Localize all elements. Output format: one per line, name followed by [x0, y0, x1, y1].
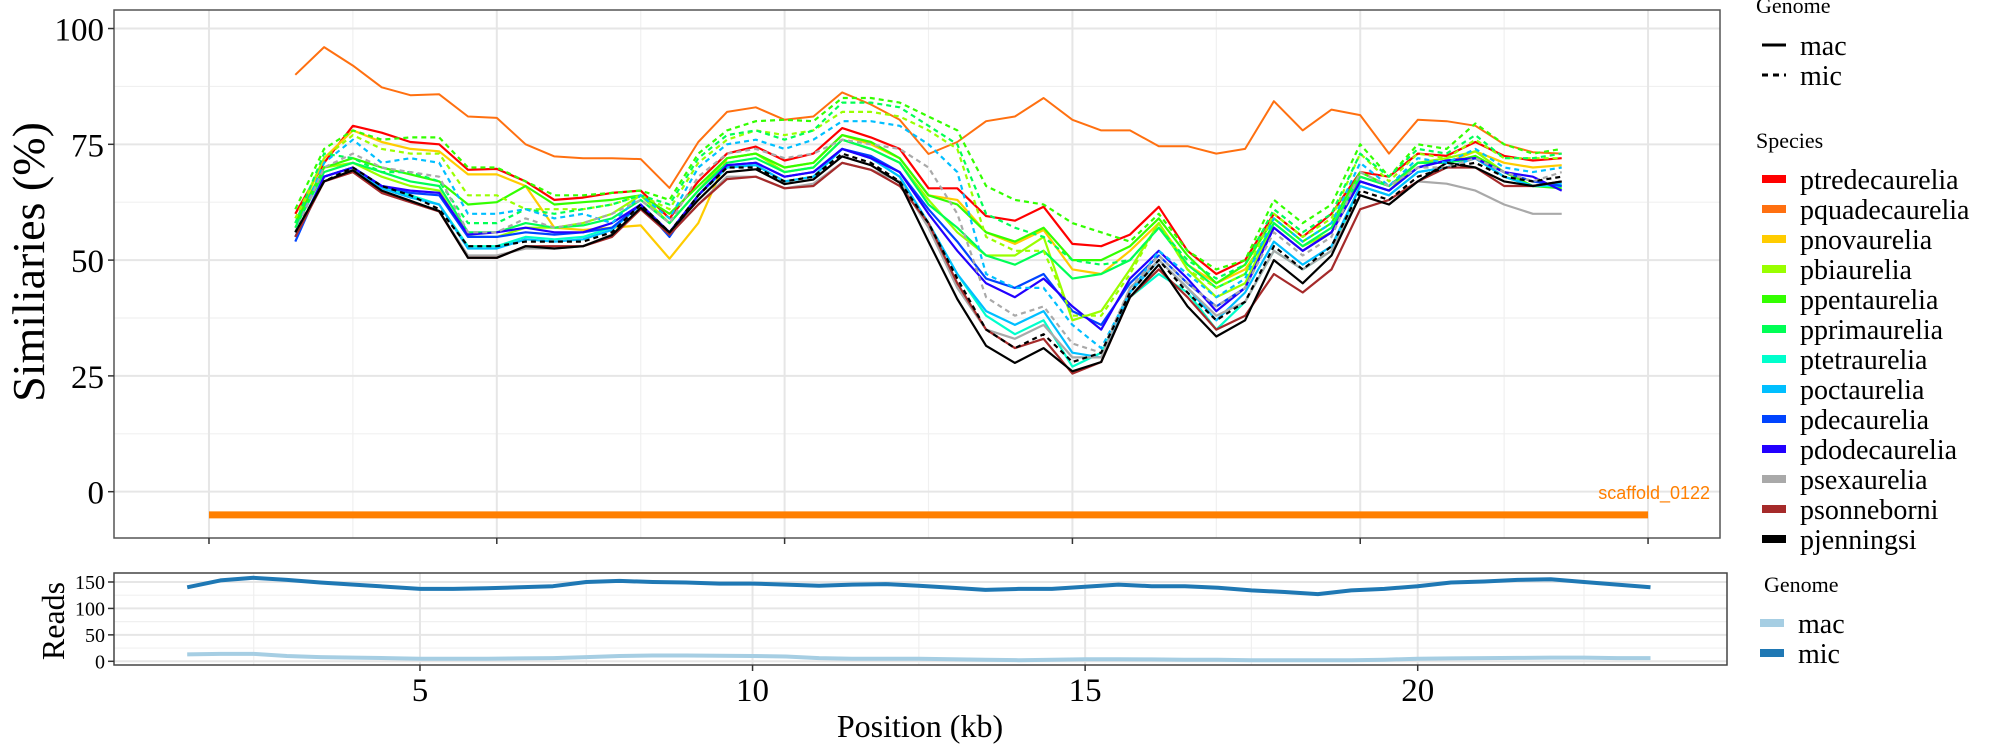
- legend-label-psonneborni: psonneborni: [1800, 495, 1939, 526]
- legend-label-pnovaurelia: pnovaurelia: [1800, 225, 1933, 256]
- legend-swatch-reads-mac: [1760, 619, 1784, 627]
- legend-label-mic: mic: [1800, 61, 1842, 92]
- legend-title-species: Species: [1756, 128, 1823, 153]
- series-line-pbiaurelia-mic: [294, 110, 1562, 317]
- legend-swatch-pbiaurelia: [1762, 265, 1786, 273]
- legend-label-psexaurelia: psexaurelia: [1800, 465, 1928, 496]
- y-tick-label: 50: [71, 244, 104, 280]
- legend-label-pdecaurelia: pdecaurelia: [1800, 405, 1930, 436]
- legend-swatch-poctaurelia: [1762, 385, 1786, 393]
- similarity-panel: scaffold_0122 0 25 50 75 100: [55, 9, 1721, 544]
- reads-line-mac: [187, 651, 1651, 663]
- legend-label-mac: mac: [1800, 31, 1847, 62]
- legend-swatch-pdodecaurelia: [1762, 445, 1786, 453]
- legend-title-genome-reads: Genome: [1764, 572, 1839, 597]
- similarity-panel-border: [113, 9, 1721, 539]
- legend-label-pbiaurelia: pbiaurelia: [1800, 255, 1913, 286]
- x-tick-label: 20: [1401, 673, 1434, 709]
- legend-swatch-pnovaurelia: [1762, 235, 1786, 243]
- legend-swatch-psexaurelia: [1762, 475, 1786, 483]
- y-tick-label: 150: [75, 572, 105, 594]
- y-axis-title-reads: Reads: [35, 582, 71, 660]
- reads-panel-border: [113, 572, 1728, 666]
- x-axis-title: Position (kb): [837, 708, 1003, 744]
- legend-label-poctaurelia: poctaurelia: [1800, 375, 1925, 406]
- similarity-panel-background: [114, 10, 1720, 538]
- y-tick-label: 50: [85, 625, 105, 647]
- x-tick-label: 10: [736, 673, 769, 709]
- series-line-poctaurelia-mic: [294, 120, 1562, 350]
- legend-label-reads-mic: mic: [1798, 639, 1840, 670]
- y-tick-label: 100: [75, 598, 105, 620]
- reads-panel: 0 50 100 150 5 10 15 20: [75, 572, 1728, 709]
- legends: GenomemacmicSpeciesptredecaureliapquadec…: [1756, 0, 1970, 670]
- legend-label-ptredecaurelia: ptredecaurelia: [1800, 165, 1959, 196]
- legend-label-ppentaurelia: ppentaurelia: [1800, 285, 1939, 316]
- legend-label-pquadecaurelia: pquadecaurelia: [1800, 195, 1970, 226]
- reads-line-mic: [186, 575, 1651, 597]
- legend-label-pprimaurelia: pprimaurelia: [1800, 315, 1944, 346]
- series-line-pquadecaurelia-mac: [294, 46, 1562, 189]
- legend-swatch-reads-mic: [1760, 649, 1784, 657]
- series-line-pprimaurelia-mic: [294, 101, 1562, 280]
- y-tick-label: 100: [55, 13, 105, 49]
- x-tick-label: 15: [1069, 673, 1102, 709]
- series-line-pdodecaurelia-mac: [294, 147, 1563, 331]
- legend-swatch-pjenningsi: [1762, 535, 1786, 543]
- legend-label-reads-mac: mac: [1798, 609, 1845, 640]
- legend-label-ptetraurelia: ptetraurelia: [1800, 345, 1928, 376]
- series-line-pjenningsi-mac: [294, 155, 1562, 373]
- y-tick-label: 0: [95, 651, 105, 673]
- legend-label-pjenningsi: pjenningsi: [1800, 525, 1917, 556]
- y-tick-label: 0: [88, 476, 105, 512]
- series-line-ppentaurelia-mic: [294, 96, 1562, 271]
- y-tick-label: 25: [71, 360, 104, 396]
- legend-swatch-ptetraurelia: [1762, 355, 1786, 363]
- legend-swatch-pquadecaurelia: [1762, 205, 1786, 213]
- legend-label-pdodecaurelia: pdodecaurelia: [1800, 435, 1958, 466]
- x-tick-label: 5: [412, 673, 429, 709]
- series-line-ppentaurelia-mac: [294, 134, 1562, 285]
- legend-swatch-ptredecaurelia: [1762, 175, 1786, 183]
- scaffold-label: scaffold_0122: [1598, 483, 1710, 504]
- y-tick-label: 75: [71, 128, 104, 164]
- legend-swatch-psonneborni: [1762, 505, 1786, 513]
- legend-swatch-pprimaurelia: [1762, 325, 1786, 333]
- legend-swatch-ppentaurelia: [1762, 295, 1786, 303]
- y-axis-title-similarity: Similiaries (%): [3, 122, 54, 402]
- series-line-psexaurelia-mic: [294, 138, 1563, 354]
- legend-title-genome: Genome: [1756, 0, 1831, 18]
- series-line-pjenningsi-mic: [294, 152, 1562, 364]
- legend-swatch-pdecaurelia: [1762, 415, 1786, 423]
